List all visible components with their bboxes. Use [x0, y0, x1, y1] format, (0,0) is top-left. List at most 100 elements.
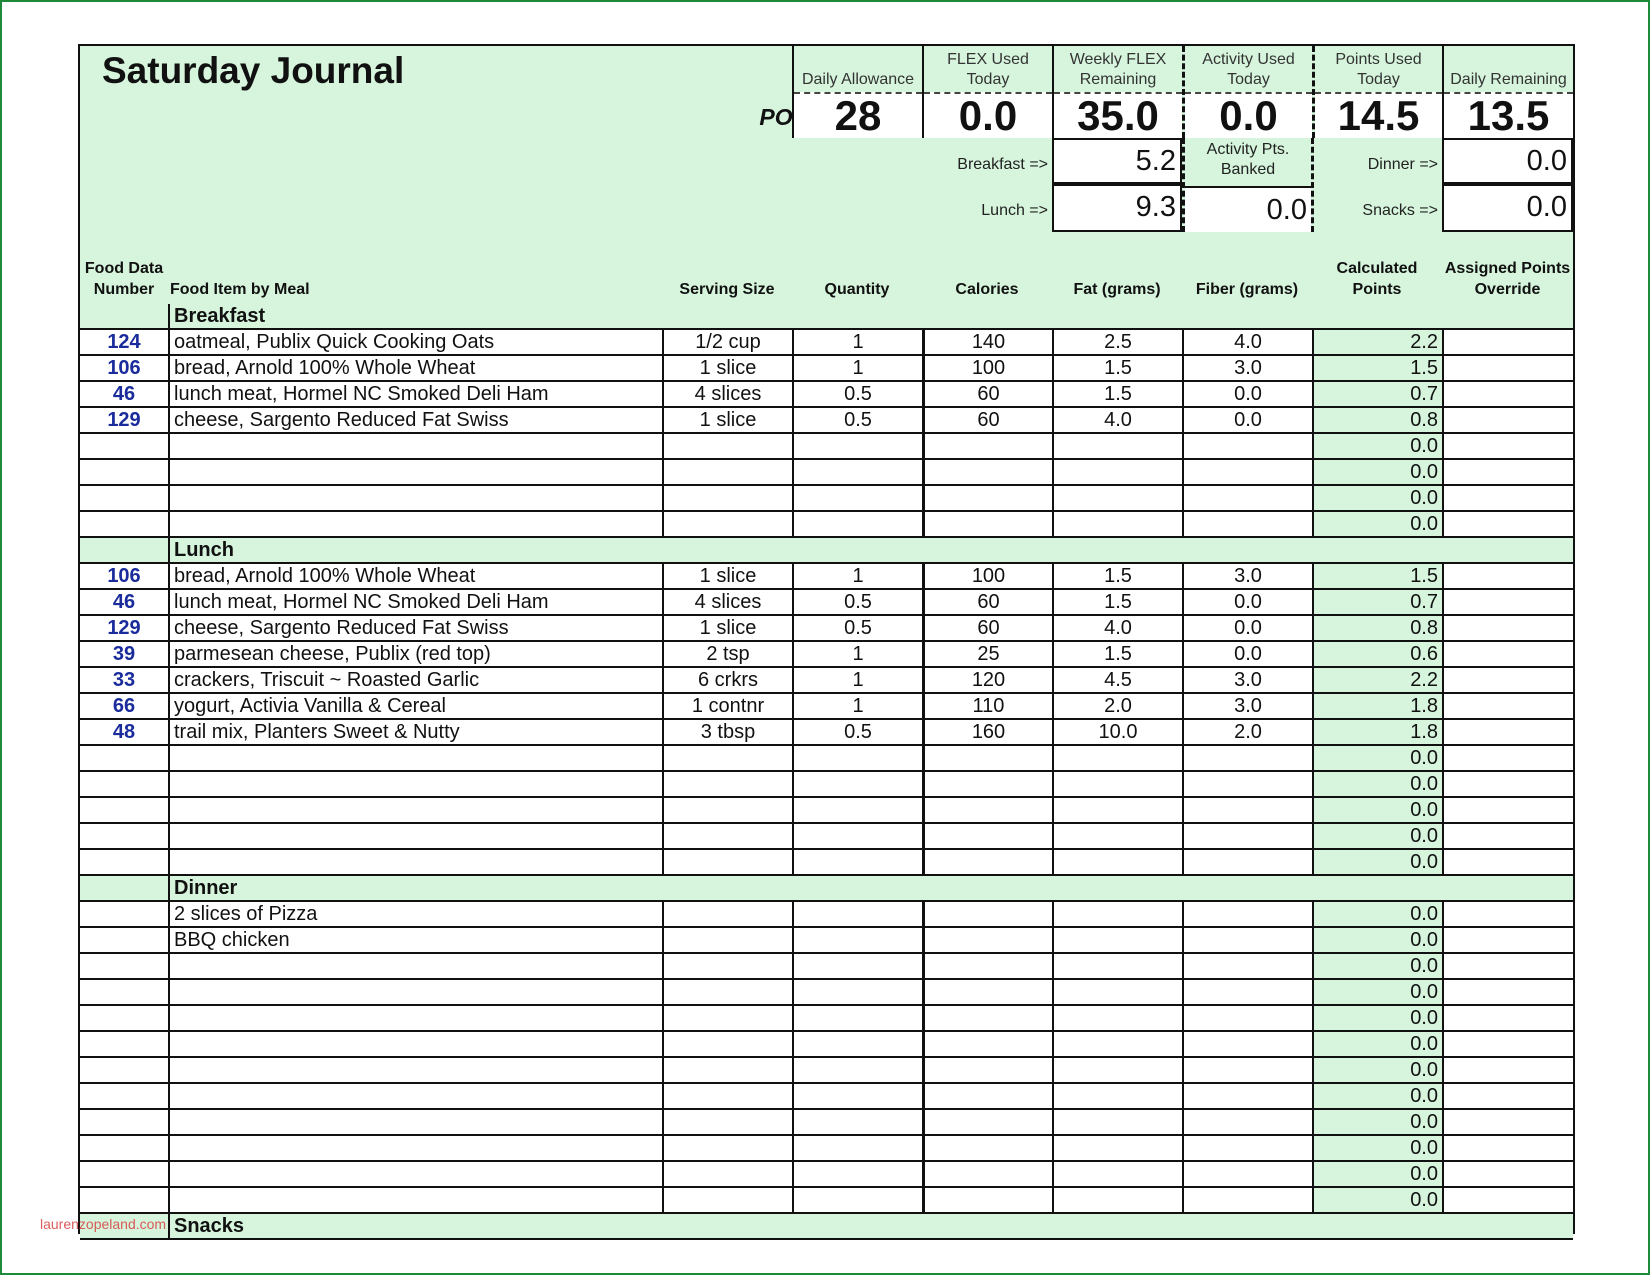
calories-cell[interactable]	[922, 1188, 1052, 1212]
summary-value[interactable]: 0.0	[924, 92, 1052, 138]
quantity-cell[interactable]	[792, 1084, 922, 1108]
food-item-cell[interactable]	[168, 1006, 662, 1030]
calculated-points-cell[interactable]: 0.0	[1312, 746, 1442, 770]
food-item-cell[interactable]: parmesean cheese, Publix (red top)	[168, 642, 662, 666]
food-number-cell[interactable]: 33	[112, 669, 136, 691]
food-item-cell[interactable]	[168, 980, 662, 1004]
points-override-cell[interactable]	[1442, 564, 1573, 588]
quantity-cell[interactable]: 1	[792, 356, 922, 380]
calories-cell[interactable]	[922, 980, 1052, 1004]
serving-size-cell[interactable]	[662, 1058, 792, 1082]
quantity-cell[interactable]	[792, 850, 922, 874]
calories-cell[interactable]	[922, 772, 1052, 796]
quantity-cell[interactable]	[792, 512, 922, 536]
calories-cell[interactable]	[922, 486, 1052, 510]
calories-cell[interactable]	[922, 1058, 1052, 1082]
serving-size-cell[interactable]: 1 slice	[662, 564, 792, 588]
quantity-cell[interactable]: 1	[792, 564, 922, 588]
fat-cell[interactable]	[1052, 798, 1182, 822]
points-override-cell[interactable]	[1442, 1188, 1573, 1212]
food-number-cell[interactable]: 124	[107, 331, 141, 353]
quantity-cell[interactable]: 1	[792, 668, 922, 692]
calculated-points-cell[interactable]: 0.0	[1312, 850, 1442, 874]
food-item-cell[interactable]: lunch meat, Hormel NC Smoked Deli Ham	[168, 590, 662, 614]
fat-cell[interactable]: 4.0	[1052, 408, 1182, 432]
quantity-cell[interactable]	[792, 1188, 922, 1212]
points-override-cell[interactable]	[1442, 1032, 1573, 1056]
food-item-cell[interactable]	[168, 954, 662, 978]
fiber-cell[interactable]	[1182, 1006, 1312, 1030]
points-override-cell[interactable]	[1442, 1058, 1573, 1082]
fat-cell[interactable]: 4.5	[1052, 668, 1182, 692]
food-item-cell[interactable]: bread, Arnold 100% Whole Wheat	[168, 356, 662, 380]
serving-size-cell[interactable]: 3 tbsp	[662, 720, 792, 744]
calories-cell[interactable]	[922, 746, 1052, 770]
fiber-cell[interactable]	[1182, 1032, 1312, 1056]
calculated-points-cell[interactable]: 0.0	[1312, 1084, 1442, 1108]
calculated-points-cell[interactable]: 2.2	[1312, 330, 1442, 354]
dinner-total-value[interactable]: 0.0	[1442, 138, 1573, 184]
calories-cell[interactable]	[922, 798, 1052, 822]
serving-size-cell[interactable]	[662, 850, 792, 874]
serving-size-cell[interactable]: 1 slice	[662, 408, 792, 432]
fat-cell[interactable]	[1052, 460, 1182, 484]
quantity-cell[interactable]	[792, 486, 922, 510]
calculated-points-cell[interactable]: 0.0	[1312, 798, 1442, 822]
fiber-cell[interactable]	[1182, 1136, 1312, 1160]
quantity-cell[interactable]	[792, 746, 922, 770]
food-item-cell[interactable]: 2 slices of Pizza	[168, 902, 662, 926]
fat-cell[interactable]	[1052, 824, 1182, 848]
quantity-cell[interactable]: 0.5	[792, 382, 922, 406]
fiber-cell[interactable]: 4.0	[1182, 330, 1312, 354]
fiber-cell[interactable]	[1182, 1162, 1312, 1186]
fat-cell[interactable]: 1.5	[1052, 382, 1182, 406]
quantity-cell[interactable]	[792, 798, 922, 822]
quantity-cell[interactable]	[792, 954, 922, 978]
food-item-cell[interactable]	[168, 1162, 662, 1186]
food-number-cell[interactable]: 46	[112, 591, 136, 613]
calories-cell[interactable]	[922, 928, 1052, 952]
food-number-cell[interactable]	[80, 928, 168, 952]
quantity-cell[interactable]	[792, 928, 922, 952]
food-item-cell[interactable]: bread, Arnold 100% Whole Wheat	[168, 564, 662, 588]
summary-value[interactable]: 0.0	[1185, 92, 1312, 138]
calories-cell[interactable]	[922, 824, 1052, 848]
food-number-cell[interactable]	[80, 1032, 168, 1056]
quantity-cell[interactable]	[792, 434, 922, 458]
fat-cell[interactable]	[1052, 850, 1182, 874]
fat-cell[interactable]: 10.0	[1052, 720, 1182, 744]
serving-size-cell[interactable]: 1 slice	[662, 356, 792, 380]
calories-cell[interactable]	[922, 850, 1052, 874]
food-number-cell[interactable]	[80, 824, 168, 848]
calories-cell[interactable]: 25	[922, 642, 1052, 666]
calculated-points-cell[interactable]: 1.8	[1312, 694, 1442, 718]
points-override-cell[interactable]	[1442, 382, 1573, 406]
quantity-cell[interactable]: 0.5	[792, 720, 922, 744]
points-override-cell[interactable]	[1442, 1110, 1573, 1134]
food-item-cell[interactable]: BBQ chicken	[168, 928, 662, 952]
food-number-cell[interactable]: 129	[107, 409, 141, 431]
food-item-cell[interactable]	[168, 1084, 662, 1108]
food-item-cell[interactable]	[168, 746, 662, 770]
fat-cell[interactable]	[1052, 902, 1182, 926]
fat-cell[interactable]: 1.5	[1052, 356, 1182, 380]
points-override-cell[interactable]	[1442, 694, 1573, 718]
fat-cell[interactable]	[1052, 1032, 1182, 1056]
food-item-cell[interactable]	[168, 1058, 662, 1082]
serving-size-cell[interactable]	[662, 1110, 792, 1134]
quantity-cell[interactable]: 1	[792, 694, 922, 718]
food-item-cell[interactable]: lunch meat, Hormel NC Smoked Deli Ham	[168, 382, 662, 406]
fiber-cell[interactable]: 2.0	[1182, 720, 1312, 744]
quantity-cell[interactable]: 1	[792, 330, 922, 354]
fat-cell[interactable]: 2.0	[1052, 694, 1182, 718]
quantity-cell[interactable]	[792, 824, 922, 848]
calculated-points-cell[interactable]: 0.0	[1312, 980, 1442, 1004]
fat-cell[interactable]	[1052, 954, 1182, 978]
food-number-cell[interactable]: 106	[107, 565, 141, 587]
summary-value[interactable]: 28	[794, 92, 922, 138]
calories-cell[interactable]	[922, 1006, 1052, 1030]
points-override-cell[interactable]	[1442, 798, 1573, 822]
food-item-cell[interactable]	[168, 460, 662, 484]
calculated-points-cell[interactable]: 0.0	[1312, 1032, 1442, 1056]
calculated-points-cell[interactable]: 0.0	[1312, 902, 1442, 926]
